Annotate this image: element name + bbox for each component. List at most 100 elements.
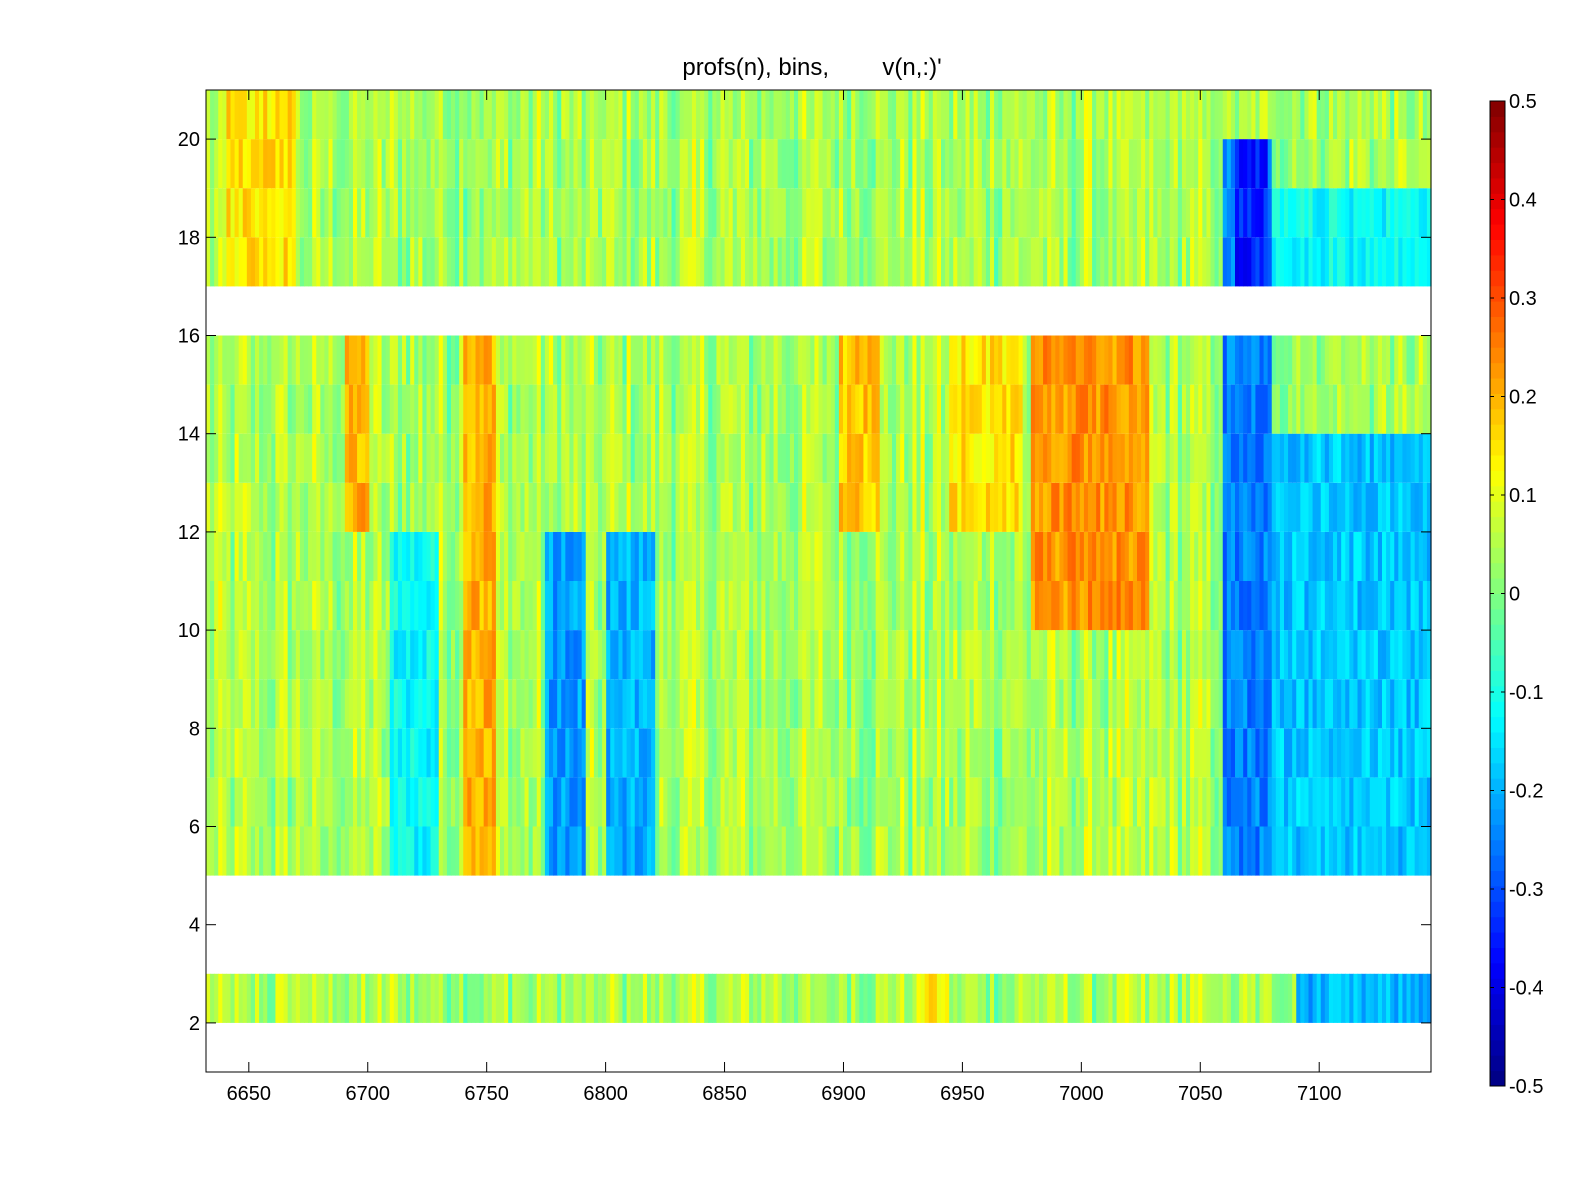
heatmap-cell (1222, 188, 1228, 238)
heatmap-cell (1292, 335, 1297, 385)
heatmap-cell (1304, 90, 1310, 140)
heatmap-cell (716, 188, 722, 238)
heatmap-cell (389, 433, 395, 483)
heatmap-cell (230, 433, 236, 483)
heatmap-cell (777, 384, 783, 434)
heatmap-cell (749, 433, 754, 483)
heatmap-cell (1312, 482, 1318, 532)
heatmap-cell (344, 335, 350, 385)
heatmap-cell (561, 777, 566, 827)
heatmap-cell (1377, 531, 1383, 581)
heatmap-cell (246, 777, 252, 827)
heatmap-cell (965, 826, 971, 876)
heatmap-cell (806, 482, 811, 532)
heatmap-cell (1177, 728, 1183, 778)
heatmap-cell (912, 90, 918, 140)
heatmap-cell (1214, 777, 1220, 827)
heatmap-cell (1316, 237, 1322, 287)
heatmap-cell (838, 188, 844, 238)
heatmap-cell (1230, 728, 1236, 778)
heatmap-cell (1345, 482, 1350, 532)
heatmap-cell (953, 188, 958, 238)
heatmap-cell (679, 433, 685, 483)
heatmap-cell (1173, 384, 1179, 434)
heatmap-cell (504, 630, 509, 680)
heatmap-cell (544, 335, 550, 385)
heatmap-cell (769, 728, 775, 778)
heatmap-cell (1369, 679, 1375, 729)
heatmap-cell (446, 728, 452, 778)
heatmap-cell (442, 973, 448, 1023)
heatmap-cell (781, 679, 787, 729)
heatmap-cell (332, 777, 338, 827)
heatmap-cell (794, 482, 799, 532)
heatmap-cell (422, 188, 428, 238)
heatmap-cell (1251, 433, 1257, 483)
heatmap-cell (912, 826, 918, 876)
heatmap-cell (1230, 826, 1236, 876)
heatmap-cell (1320, 581, 1326, 631)
heatmap-cell (1386, 384, 1391, 434)
heatmap-cell (630, 973, 636, 1023)
heatmap-cell (291, 679, 297, 729)
heatmap-cell (1104, 630, 1110, 680)
heatmap-cell (295, 90, 301, 140)
heatmap-cell (614, 973, 620, 1023)
heatmap-cell (402, 433, 407, 483)
heatmap-cell (728, 188, 734, 238)
heatmap-cell (1296, 630, 1301, 680)
heatmap-cell (1120, 826, 1126, 876)
heatmap-cell (320, 581, 326, 631)
heatmap-cell (1333, 139, 1338, 189)
heatmap-cell (1141, 237, 1146, 287)
heatmap-cell (553, 384, 558, 434)
heatmap-cell (904, 384, 909, 434)
heatmap-cell (210, 679, 215, 729)
heatmap-cell (781, 630, 787, 680)
heatmap-cell (1014, 826, 1020, 876)
heatmap-cell (340, 384, 346, 434)
heatmap-cell (814, 777, 820, 827)
heatmap-cell (324, 630, 330, 680)
heatmap-cell (810, 237, 816, 287)
heatmap-cell (1239, 630, 1244, 680)
heatmap-cell (761, 973, 767, 1023)
heatmap-cell (1275, 335, 1281, 385)
heatmap-cell (1079, 777, 1085, 827)
heatmap-cell (446, 531, 452, 581)
heatmap-cell (1308, 777, 1314, 827)
heatmap-cell (418, 237, 424, 287)
heatmap-cell (1226, 531, 1232, 581)
colorbar-segment (1490, 670, 1505, 687)
heatmap-cell (1226, 826, 1232, 876)
heatmap-cell (557, 728, 562, 778)
heatmap-cell (826, 973, 832, 1023)
heatmap-cell (426, 335, 432, 385)
heatmap-cell (1353, 581, 1359, 631)
heatmap-cell (504, 335, 509, 385)
heatmap-cell (434, 630, 440, 680)
heatmap-cell (365, 433, 370, 483)
heatmap-cell (1337, 482, 1342, 532)
heatmap-cell (406, 90, 411, 140)
heatmap-cell (700, 728, 705, 778)
heatmap-cell (1308, 973, 1314, 1023)
heatmap-cell (908, 188, 914, 238)
heatmap-cell (687, 679, 693, 729)
heatmap-cell (585, 335, 591, 385)
heatmap-cell (851, 90, 856, 140)
heatmap-cell (1047, 581, 1052, 631)
heatmap-cell (328, 433, 334, 483)
heatmap-cell (255, 335, 260, 385)
heatmap-cell (1267, 581, 1273, 631)
heatmap-cell (585, 679, 591, 729)
heatmap-cell (659, 531, 664, 581)
heatmap-cell (1382, 237, 1387, 287)
heatmap-cell (353, 139, 358, 189)
heatmap-cell (945, 728, 950, 778)
heatmap-cell (565, 531, 571, 581)
heatmap-cell (1267, 973, 1273, 1023)
heatmap-cell (847, 237, 852, 287)
heatmap-cell (279, 335, 285, 385)
heatmap-cell (1418, 679, 1424, 729)
